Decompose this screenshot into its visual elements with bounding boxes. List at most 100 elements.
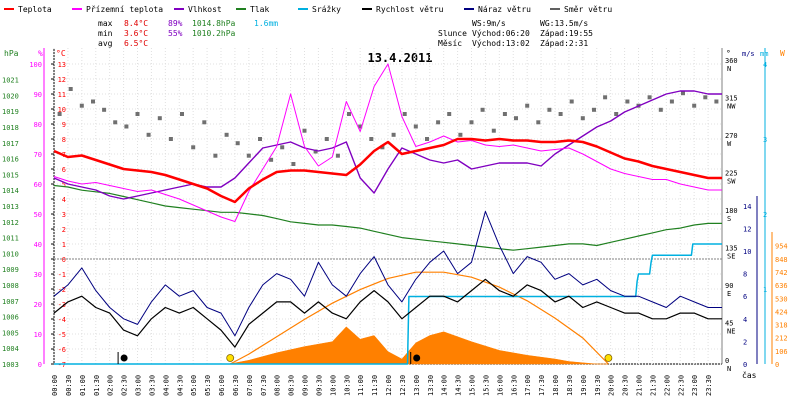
direction-tick-degree: 45 [725,320,733,328]
wind-direction-point [469,120,474,125]
hpa-tick-label: 1011 [2,235,19,243]
direction-axis-unit: ° [726,49,731,58]
temperature-tick-label: -6 [58,346,66,354]
temperature-tick-label: 4 [62,196,66,204]
x-tick-label: 17:00 [524,375,532,396]
hpa-tick-label: 1020 [2,92,19,100]
wind-direction-point [335,153,340,158]
wind-direction-point [235,141,240,146]
stats-moon-rise: Východ:13:02 [472,39,530,48]
x-tick-label: 09:30 [315,375,323,396]
x-tick-label: 20:00 [608,375,616,396]
x-tick-label: 20:30 [622,375,630,396]
hpa-tick-label: 1006 [2,314,19,322]
wind-direction-point [91,99,95,104]
wind-direction-point [413,124,418,129]
x-tick-label: 21:00 [636,375,644,396]
direction-tick-degree: 270 [725,132,738,140]
temperature-tick-label: 6 [62,166,66,174]
legend-label: Teplota [18,5,52,14]
x-tick-label: 19:30 [594,375,602,396]
wind-direction-point [647,95,652,100]
stats-row-label: avg [98,39,113,48]
solar-axis-unit: W [780,49,785,58]
stats-pressure: 1014.8hPa [192,19,236,28]
stats-wind-gust: WG:13.5m/s [540,19,588,28]
wind-direction-point [157,116,162,121]
humidity-tick-label: 20 [34,301,42,309]
stats-temp: 6.5°C [124,39,148,48]
temperature-tick-label: -3 [58,301,66,309]
direction-tick-label: N [727,65,731,73]
direction-tick-degree: 315 [725,95,738,103]
temperature-tick-label: 1 [62,241,66,249]
temperature-tick-label: 11 [58,91,66,99]
legend-label: Směr větru [564,5,612,14]
temperature-tick-label: 10 [58,106,66,114]
wind-direction-point [491,128,496,133]
humidity-tick-label: 100 [29,61,42,69]
wind-tick-label: 2 [743,338,747,346]
series-tlak [53,184,722,251]
wind-tick-label: 14 [743,203,751,211]
temperature-tick-label: -4 [58,316,66,324]
temperature-tick-label: 5 [62,181,66,189]
temperature-tick-label: 0 [62,256,66,264]
temperature-tick-label: 12 [58,76,66,84]
hpa-tick-label: 1018 [2,124,19,132]
hpa-tick-label: 1003 [2,361,19,369]
wind-direction-point [703,95,708,100]
wind-direction-point [514,116,518,121]
moon-marker [120,354,128,362]
x-tick-label: 11:30 [371,375,379,396]
x-tick-label: 11:00 [357,375,365,396]
x-tick-label: 01:00 [79,375,87,396]
series-p-zemn-teplota [53,63,722,222]
hpa-tick-label: 1008 [2,282,19,290]
x-tick-label: 01:30 [93,375,101,396]
x-tick-label: 02:30 [121,375,129,396]
moon-marker [413,354,421,362]
series-rychlost-v-tru [53,278,722,348]
humidity-tick-label: 40 [34,241,42,249]
x-tick-label: 23:30 [705,375,713,396]
x-tick-label: 12:00 [385,375,393,396]
wind-direction-point [358,124,363,129]
humidity-tick-label: 70 [34,151,42,159]
stats-moon-set: Západ:2:31 [540,39,588,48]
humidity-tick-label: 60 [34,181,42,189]
legend: Teplota Přízemní teplota Vlhkost Tlak Srážky… [4,5,612,14]
wind-direction-point [502,112,507,116]
humidity-tick-label: 80 [34,121,42,129]
axes: 00:00 00:30 01:00 01:30 02:00 02:30 03:00 03:30… [2,48,788,396]
solar-tick-label: 848 [775,256,788,264]
hpa-tick-label: 1014 [2,187,19,195]
x-tick-label: 10:30 [343,375,351,396]
stats-temp: 8.4°C [124,19,148,28]
solar-tick-label: 530 [775,295,788,303]
temperature-tick-label: -7 [58,361,66,369]
wind-direction-point [191,145,196,150]
hpa-tick-label: 1010 [2,250,19,258]
rain-tick-label: 3 [763,136,767,144]
wind-tick-label: 12 [743,225,751,233]
wind-direction-point [580,116,585,121]
x-tick-label: 05:00 [190,375,198,396]
wind-direction-point [592,107,596,112]
humidity-tick-label: 30 [34,271,42,279]
stats-wind-speed: WS:9m/s [472,19,506,28]
wind-direction-point [258,137,262,141]
solar-tick-label: 424 [775,308,788,316]
rain-tick-label: 1 [763,286,767,294]
direction-tick-degree: 180 [725,207,738,215]
x-tick-label: 03:00 [135,375,143,396]
x-tick-label: 17:30 [538,375,546,396]
chart-title: 13.4.2011 [367,51,432,65]
x-tick-label: 15:30 [482,375,490,396]
hpa-tick-label: 1007 [2,298,19,306]
hpa-tick-label: 1015 [2,171,19,179]
direction-tick-degree: 225 [725,170,738,178]
x-tick-label: 15:00 [469,375,477,396]
direction-tick-degree: 0 [725,357,729,365]
temperature-tick-label: 13 [58,61,66,69]
